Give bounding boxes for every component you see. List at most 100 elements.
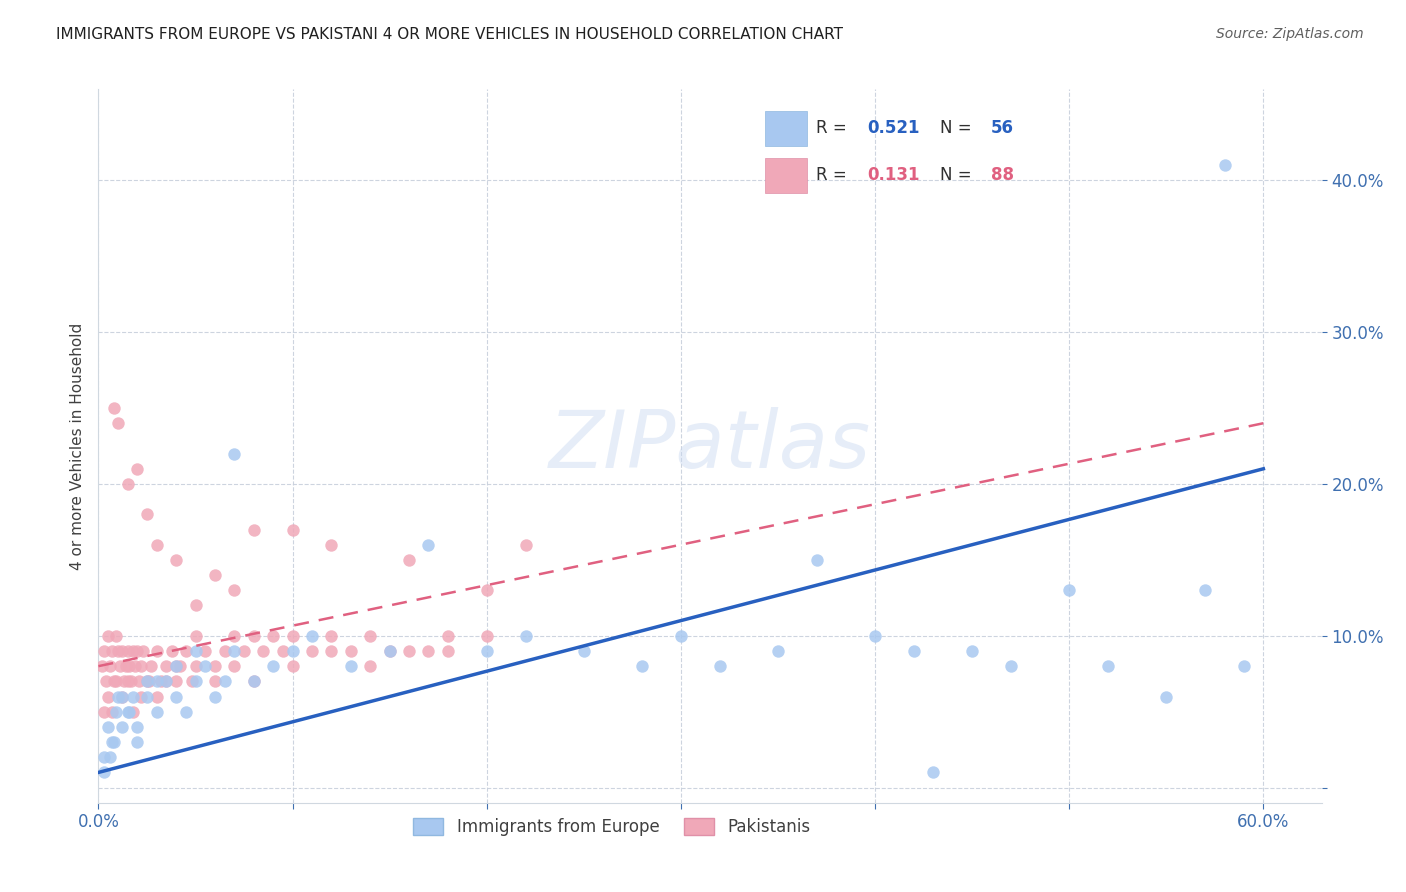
Point — [281, 523, 304, 537]
Point — [378, 644, 401, 658]
Point — [242, 523, 264, 537]
Point — [93, 644, 115, 658]
Point — [1213, 158, 1236, 172]
Point — [136, 508, 159, 522]
Point — [271, 644, 294, 658]
Point — [117, 674, 139, 689]
Point — [1233, 659, 1256, 673]
Point — [194, 644, 217, 658]
Point — [103, 674, 125, 689]
Point — [224, 447, 246, 461]
Point — [766, 644, 789, 658]
Point — [475, 629, 498, 643]
Point — [93, 750, 115, 764]
Point — [127, 644, 149, 658]
Point — [124, 659, 146, 673]
Point — [475, 644, 498, 658]
Point — [169, 659, 191, 673]
Point — [359, 659, 381, 673]
Point — [184, 644, 207, 658]
Point — [136, 674, 159, 689]
Point — [98, 750, 121, 764]
Point — [117, 705, 139, 719]
Point — [101, 705, 124, 719]
Point — [398, 553, 420, 567]
Point — [98, 659, 121, 673]
Point — [155, 659, 177, 673]
Point — [281, 629, 304, 643]
Point — [1097, 659, 1119, 673]
Point — [149, 674, 172, 689]
Point — [242, 674, 264, 689]
Point — [165, 659, 187, 673]
Point — [107, 416, 129, 430]
Text: ZIPatlas: ZIPatlas — [548, 407, 872, 485]
Point — [572, 644, 595, 658]
Point — [1156, 690, 1178, 704]
Text: IMMIGRANTS FROM EUROPE VS PAKISTANI 4 OR MORE VEHICLES IN HOUSEHOLD CORRELATION : IMMIGRANTS FROM EUROPE VS PAKISTANI 4 OR… — [56, 27, 844, 42]
Point — [233, 644, 256, 658]
Point — [194, 659, 217, 673]
Point — [301, 644, 323, 658]
Point — [117, 644, 139, 658]
Point — [97, 720, 120, 734]
Point — [214, 644, 236, 658]
Point — [184, 674, 207, 689]
Y-axis label: 4 or more Vehicles in Household: 4 or more Vehicles in Household — [69, 322, 84, 570]
Point — [262, 629, 284, 643]
Point — [515, 538, 537, 552]
Point — [437, 644, 460, 658]
Point — [960, 644, 983, 658]
Point — [281, 659, 304, 673]
Point — [160, 644, 183, 658]
Legend: Immigrants from Europe, Pakistanis: Immigrants from Europe, Pakistanis — [405, 810, 820, 845]
Point — [103, 401, 125, 415]
Point — [120, 674, 142, 689]
Point — [129, 690, 152, 704]
Point — [91, 659, 114, 673]
Point — [437, 629, 460, 643]
Point — [101, 735, 124, 749]
Point — [165, 553, 187, 567]
Point — [340, 644, 363, 658]
Point — [242, 629, 264, 643]
Point — [262, 659, 284, 673]
Point — [214, 674, 236, 689]
Point — [138, 674, 160, 689]
Point — [204, 659, 226, 673]
Point — [114, 659, 136, 673]
Point — [180, 674, 202, 689]
Point — [378, 644, 401, 658]
Point — [1057, 583, 1080, 598]
Point — [145, 644, 167, 658]
Point — [224, 629, 246, 643]
Point — [418, 538, 440, 552]
Point — [145, 690, 167, 704]
Point — [111, 690, 134, 704]
Point — [111, 690, 134, 704]
Point — [301, 629, 323, 643]
Point — [127, 462, 149, 476]
Point — [145, 705, 167, 719]
Point — [101, 644, 124, 658]
Point — [118, 659, 141, 673]
Text: Source: ZipAtlas.com: Source: ZipAtlas.com — [1216, 27, 1364, 41]
Point — [903, 644, 925, 658]
Point — [107, 644, 129, 658]
Point — [204, 674, 226, 689]
Point — [96, 674, 118, 689]
Point — [145, 674, 167, 689]
Point — [184, 629, 207, 643]
Point — [122, 690, 145, 704]
Point — [165, 690, 187, 704]
Point — [104, 674, 127, 689]
Point — [174, 644, 197, 658]
Point — [165, 674, 187, 689]
Point — [1194, 583, 1216, 598]
Point — [204, 690, 226, 704]
Point — [1000, 659, 1022, 673]
Point — [359, 629, 381, 643]
Point — [806, 553, 828, 567]
Point — [863, 629, 886, 643]
Point — [93, 705, 115, 719]
